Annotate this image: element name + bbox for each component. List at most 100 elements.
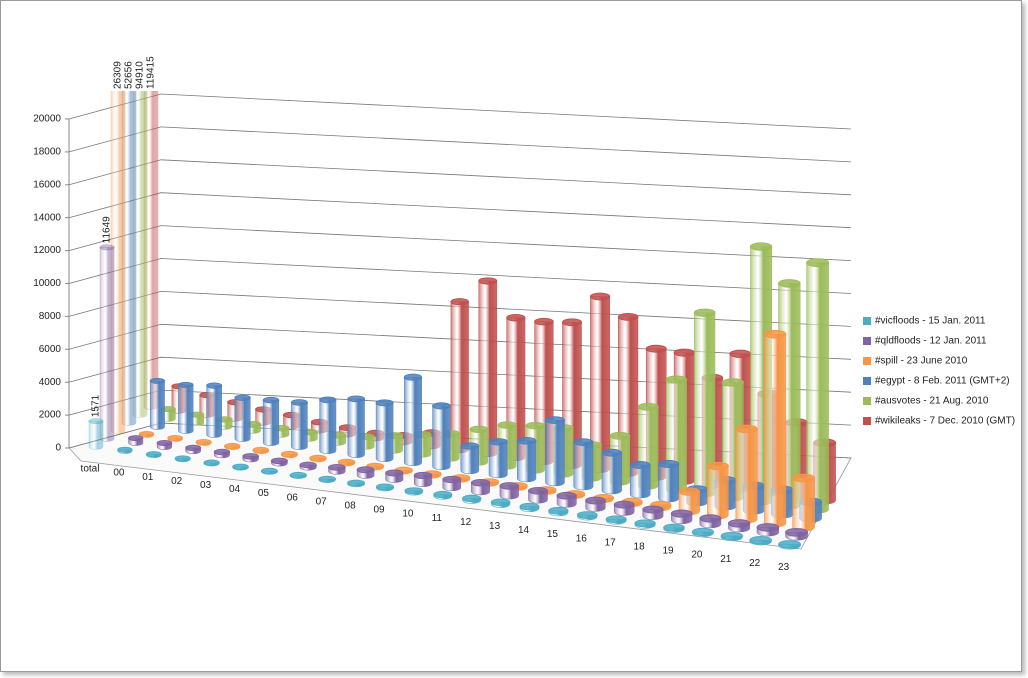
bar-cap — [270, 457, 288, 465]
bar-cap — [478, 277, 498, 285]
bar-cap — [499, 482, 520, 490]
x-tick-label: total — [81, 464, 100, 475]
bar-cap — [721, 378, 744, 387]
data-label: 52656 — [124, 61, 135, 89]
x-tick-label: 20 — [691, 550, 703, 561]
bar-cap — [706, 461, 729, 471]
bar-cap — [375, 399, 394, 407]
bar — [99, 247, 115, 442]
x-tick-label: 01 — [142, 472, 154, 483]
bar — [735, 428, 758, 524]
bar-cap — [516, 437, 537, 445]
bar-cap — [375, 483, 395, 491]
bar-cap — [678, 487, 701, 496]
bar-cap — [174, 455, 191, 462]
x-tick-label: 11 — [432, 513, 443, 524]
data-label: 119415 — [146, 56, 157, 89]
bar-cap — [665, 375, 688, 384]
bar — [629, 464, 651, 499]
x-tick-label: 22 — [749, 558, 761, 569]
legend-label: #spill - 23 June 2010 — [875, 356, 968, 367]
grid-line — [68, 126, 852, 163]
y-tick-label: 10000 — [33, 278, 61, 289]
y-tick-label: 12000 — [33, 245, 61, 256]
bar-cap — [309, 454, 327, 462]
data-label: 94910 — [135, 61, 146, 89]
bar-cap — [545, 416, 565, 424]
bar-cap — [785, 527, 809, 537]
x-tick-label: 15 — [547, 529, 559, 540]
bar — [763, 333, 787, 528]
grid-line — [68, 159, 852, 196]
bar — [792, 477, 815, 532]
bar-cap — [177, 381, 194, 388]
x-tick-label: 21 — [720, 554, 732, 565]
bar-cap — [490, 498, 511, 507]
x-tick-label: 23 — [778, 562, 790, 573]
bar — [517, 440, 537, 483]
bar-cap — [290, 399, 308, 406]
bar-cap — [657, 459, 680, 469]
x-tick-label: 06 — [287, 492, 299, 503]
bar-cap — [299, 461, 317, 469]
bar — [149, 380, 165, 430]
y-tick-label: 8000 — [39, 311, 62, 322]
bar-cap — [432, 402, 451, 410]
bar — [178, 384, 194, 434]
bar-cap — [792, 473, 816, 483]
bar-cap — [156, 439, 173, 447]
bar-cap — [617, 312, 639, 321]
bar-cap — [460, 442, 480, 450]
bar-cap — [242, 453, 260, 460]
bar-cap — [601, 448, 623, 457]
x-tick-label: 14 — [518, 525, 530, 536]
y-tick-label: 6000 — [39, 344, 62, 355]
bar-cap — [462, 494, 482, 503]
bar-cap — [763, 329, 787, 339]
bar — [601, 452, 622, 495]
bar-cap — [576, 511, 598, 519]
bar-cap — [404, 487, 424, 495]
bar-cap — [117, 446, 133, 453]
bar-cap — [642, 505, 664, 514]
bar-cap — [450, 298, 470, 306]
bar-cap — [573, 438, 594, 447]
bar-cap — [289, 471, 307, 479]
bar-cap — [385, 469, 404, 477]
bar-cap — [442, 475, 462, 484]
bar-cap — [488, 438, 508, 446]
x-tick-label: 00 — [113, 468, 125, 479]
bar-cap — [556, 491, 577, 500]
bar-cap — [185, 444, 202, 452]
bar-cap — [749, 242, 773, 251]
bar-cap — [727, 519, 751, 528]
y-tick-label: 16000 — [33, 179, 61, 190]
bar — [262, 399, 280, 446]
bar-cap — [519, 502, 540, 511]
y-tick-label: 14000 — [33, 212, 61, 223]
bar-cap — [585, 496, 606, 505]
bar-cap — [433, 490, 453, 499]
legend-marker — [863, 317, 871, 325]
data-label: 1571 — [91, 394, 102, 417]
bar-cap — [328, 463, 346, 471]
x-tick-label: 07 — [316, 496, 328, 507]
bar-cap — [634, 519, 656, 528]
bar-cap — [735, 424, 758, 434]
bar-cap — [778, 279, 801, 288]
bar-cap — [99, 244, 115, 251]
bar-cap — [645, 344, 667, 353]
legend-label: #qldfloods - 12 Jan. 2011 — [875, 336, 987, 347]
x-tick-label: 18 — [634, 542, 646, 553]
bar — [658, 463, 680, 503]
bar-cap — [356, 466, 375, 474]
bar-cap — [145, 451, 162, 458]
bar-cap — [470, 479, 491, 487]
bar — [375, 402, 394, 462]
bar-cap — [729, 349, 752, 359]
bar-cap — [691, 527, 714, 537]
x-tick-label: 13 — [489, 521, 501, 532]
x-tick-label: 09 — [373, 505, 385, 516]
x-tick-label: 04 — [229, 484, 241, 495]
legend-marker — [863, 397, 871, 405]
